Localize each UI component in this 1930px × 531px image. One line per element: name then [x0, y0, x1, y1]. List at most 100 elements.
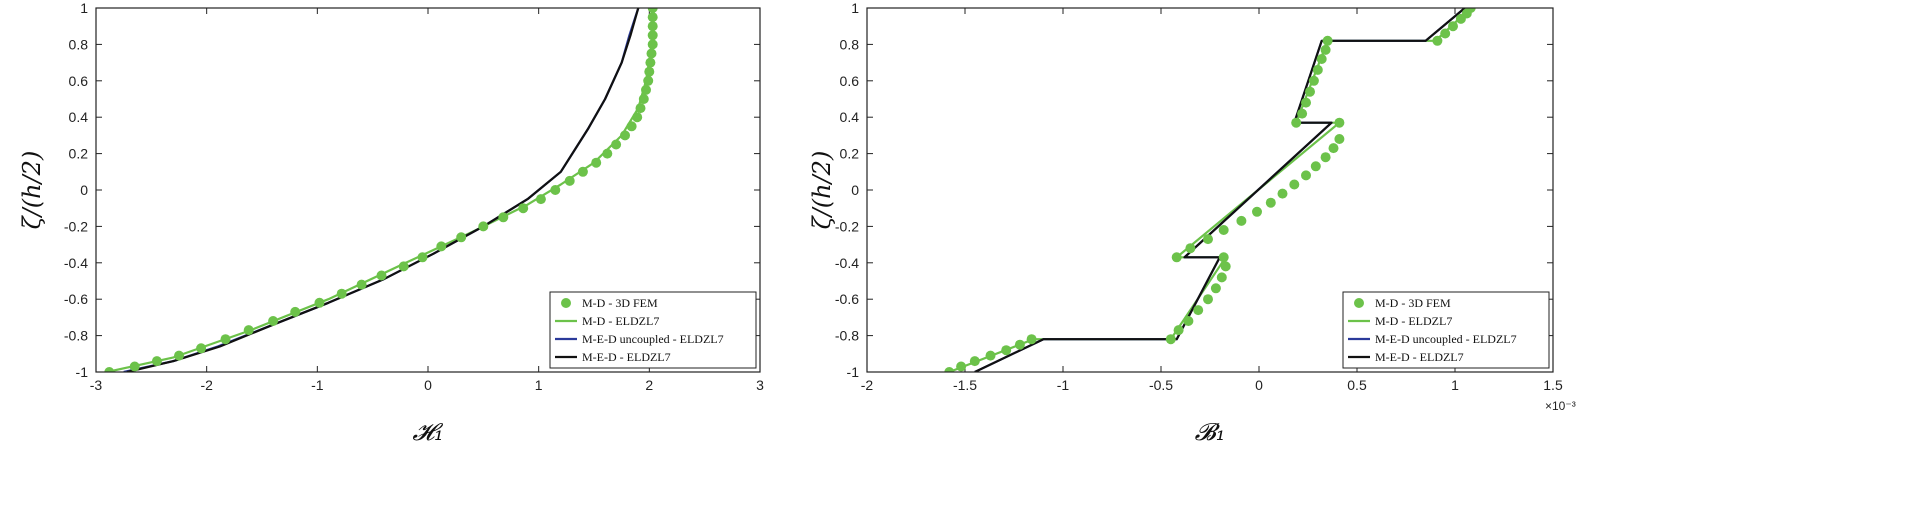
chart0-legend-label: M-E-D - ELDZL7 — [582, 350, 671, 364]
chart1-series-point — [1203, 234, 1213, 245]
chart1-y-tick-label: 1 — [851, 0, 859, 16]
chart0-legend-marker — [561, 298, 571, 308]
chart1-series-point — [1301, 97, 1311, 108]
chart1-x-exponent: ×10⁻³ — [1545, 399, 1576, 413]
chart0-y-tick-label: -0.6 — [64, 291, 88, 307]
chart0-series-point — [647, 21, 658, 32]
chart1-legend-box — [1342, 291, 1550, 369]
chart0-x-tick-label: 0 — [424, 377, 432, 393]
chart0-series-point — [417, 252, 428, 263]
chart0-y-tick-label: 0.8 — [69, 36, 89, 52]
chart0-series-point — [611, 139, 622, 150]
chart0-series-point — [104, 367, 115, 372]
chart0-axes-box — [95, 7, 761, 373]
chart1-series-point — [1014, 339, 1025, 350]
chart1-x-tick-label: -1.5 — [953, 377, 977, 393]
chart1-series-point — [1334, 134, 1345, 144]
chart0-x-tick-label: -2 — [200, 377, 213, 393]
chart1-legend: M-D - 3D FEM M-D - ELDZL7 M-E-D uncoupled … — [1342, 291, 1550, 369]
chart1-series-point — [1220, 261, 1231, 272]
chart0-legend-box — [549, 291, 757, 369]
chart1-series-point — [1316, 54, 1327, 64]
chart1-series-point — [1320, 152, 1331, 163]
chart0-series-point — [645, 57, 656, 68]
chart1-y-tick-label: 0 — [851, 182, 859, 198]
chart0-y-axis-title: ζ/(h/2) — [18, 151, 46, 230]
chart0-series-point — [478, 221, 489, 232]
chart0-series-point — [456, 232, 467, 243]
chart1-series-point — [1305, 86, 1315, 97]
chart0-x-tick-label: -3 — [90, 377, 103, 393]
chart1-series-point — [1171, 252, 1182, 263]
chart1-y-tick-label: -0.2 — [835, 218, 859, 234]
right-chart-bfield: -2 -1.5 -1 -0.5 0 0.5 1 1.5 -1 -0.8 -0.6 -0.4 -0.2 0 0… — [808, 0, 1576, 446]
chart1-series-point — [1252, 206, 1262, 217]
chart0-series-point — [129, 361, 140, 372]
chart1-legend-label: M-D - 3D FEM — [1375, 296, 1451, 310]
chart0-series-point — [641, 84, 651, 95]
chart1-series-group — [944, 8, 1476, 372]
chart1-y-tick-label: -1 — [847, 364, 860, 380]
chart1-series-point — [1183, 316, 1194, 326]
chart0-series-point — [436, 241, 447, 252]
chart1-x-tick-label: -2 — [861, 377, 874, 393]
chart1-series-point — [1334, 117, 1345, 128]
chart1-series-point — [1218, 252, 1229, 263]
chart0-legend-label: M-D - 3D FEM — [582, 296, 658, 310]
chart1-y-tick-label: -0.6 — [835, 291, 859, 307]
chart1-series-point — [1440, 28, 1451, 39]
chart0-series-point — [376, 270, 387, 281]
chart1-series-point — [985, 350, 996, 361]
chart1-x-tick-label: -1 — [1057, 377, 1070, 393]
chart0-y-tick-label: 1 — [80, 0, 88, 16]
chart1-series-point — [1236, 215, 1247, 226]
chart1-series-point — [1312, 64, 1323, 75]
chart1-x-axis-title: 𝓑₁ — [1195, 418, 1226, 446]
chart1-series-point — [1432, 35, 1443, 46]
chart1-series-point — [969, 356, 980, 367]
chart1-x-tick-label: -0.5 — [1149, 377, 1173, 393]
chart1-series-point — [1465, 8, 1476, 13]
chart1-series-point — [1210, 283, 1221, 294]
chart1-y-tick-label: 0.4 — [840, 109, 860, 125]
chart0-x-tick-label: -1 — [311, 377, 324, 393]
chart1-series-point — [1203, 294, 1213, 305]
chart1-series-point — [1165, 334, 1176, 345]
chart1-y-tick-label: 0.6 — [840, 73, 860, 89]
chart0-series-point — [314, 297, 325, 308]
chart0-series-point — [196, 343, 207, 354]
chart1-series-point — [1308, 75, 1319, 86]
chart1-y-tick-label: 0.2 — [840, 146, 860, 162]
chart0-series-point — [398, 261, 409, 272]
chart0-x-tick-label: 2 — [645, 377, 653, 393]
chart0-series-point — [635, 103, 646, 114]
chart1-axes-box — [866, 7, 1554, 373]
chart1-legend-label: M-E-D - ELDZL7 — [1375, 350, 1464, 364]
chart1-y-axis-title: ζ/(h/2) — [808, 151, 836, 230]
chart0-series-point — [646, 48, 657, 59]
chart0-series-point — [290, 306, 301, 317]
left-chart-hfield: -3 -2 -1 0 1 2 3 -1 -0.8 -0.6 -0.4 -0.2 0 0.2 0.4 0.6 0.… — [18, 0, 764, 446]
chart0-series-group — [104, 8, 658, 372]
chart1-series-point — [956, 361, 967, 372]
chart0-series-point — [535, 194, 546, 205]
chart0-series-point — [356, 279, 367, 290]
chart0-x-axis-title: 𝓗₁ — [412, 418, 443, 446]
chart0-series-point — [602, 148, 613, 159]
chart0-legend-label: M-E-D uncoupled - ELDZL7 — [582, 332, 724, 346]
chart1-series-point — [1289, 179, 1300, 190]
chart0-y-tick-label: 0.6 — [69, 73, 89, 89]
chart0-series-point — [220, 334, 231, 345]
chart0-series-point — [632, 112, 643, 123]
chart0-x-tick-label: 1 — [535, 377, 543, 393]
chart0-series-point — [564, 175, 575, 186]
chart0-x-tick-label: 3 — [756, 377, 764, 393]
chart0-y-tick-label: -0.8 — [64, 328, 88, 344]
chart1-series-point — [1001, 345, 1012, 356]
chart1-x-tick-label: 0 — [1255, 377, 1263, 393]
chart1-series-point — [1216, 272, 1227, 283]
chart0-series-point — [518, 203, 529, 214]
chart1-series-point — [1322, 35, 1333, 46]
chart1-series-point — [1026, 334, 1037, 345]
chart1-series-point — [1301, 170, 1311, 181]
